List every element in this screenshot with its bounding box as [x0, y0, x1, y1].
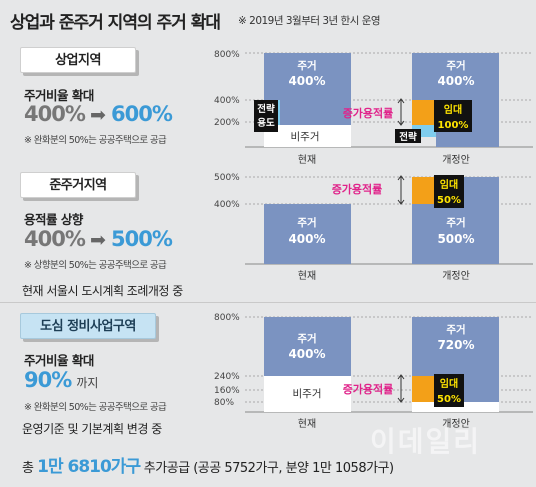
bar-label: 전략 [257, 103, 275, 115]
bar-label: 용도 [257, 118, 275, 129]
bar-label: 50% [437, 195, 461, 206]
y-tick-label: 80% [214, 398, 234, 408]
ratio-change-semi-residential: 400% ➡ 500% [24, 227, 173, 251]
category-label: 개정안 [442, 154, 470, 166]
increase-annotation: 증가용적률 [343, 382, 394, 396]
bar-label: 400% [288, 347, 325, 361]
category-label: 현재 [298, 418, 316, 430]
section-divider [0, 302, 536, 303]
bar-current-nonresidential [264, 376, 351, 412]
section-title-downtown: 주거비율 확대 [24, 353, 94, 368]
chart-downtown: 800% 240% 160% 80% 주거 400% 비주거 주거 720% 임… [214, 313, 533, 430]
category-label: 현재 [298, 154, 316, 166]
bar-proposed-residential [412, 204, 436, 264]
section-label-downtown: 도심 정비사업구역 [20, 313, 156, 339]
bar-label: 주거 [446, 216, 465, 229]
bar-proposed-rental [412, 376, 436, 402]
bar-label: 400% [288, 232, 325, 246]
chart-commercial: 800% 400% 200% 주거 400% 비주거 전략 용도 주거 400%… [214, 50, 533, 166]
y-tick-label: 500% [214, 173, 240, 183]
arrow-down-icon [397, 120, 405, 126]
page-subtitle: ※ 2019년 3월부터 3년 한시 운영 [238, 15, 381, 27]
increase-annotation: 증가용적률 [332, 182, 383, 196]
y-tick-label: 160% [214, 386, 240, 396]
ratio-from: 400% [24, 102, 86, 126]
bar-label: 주거 [446, 323, 465, 336]
watermark-logo: 이데일리 [370, 425, 482, 458]
bottom-summary: 총 1만 6810가구 추가공급 (공공 5752가구, 분양 1만 1058가… [22, 452, 394, 477]
category-label: 개정안 [442, 270, 470, 282]
right-arrow-icon: ➡ [89, 104, 106, 126]
bar-label: 50% [437, 394, 461, 405]
summary-suffix: 추가공급 (공공 5752가구, 분양 1만 1058가구) [143, 461, 394, 476]
y-tick-label: 240% [214, 372, 240, 382]
y-tick-label: 200% [214, 118, 240, 128]
ratio-value: 90% [24, 368, 72, 392]
bar-label: 주거 [297, 59, 316, 72]
bar-label: 400% [437, 74, 474, 88]
bar-label: 주거 [297, 332, 316, 345]
status-semi-residential: 현재 서울시 도시계획 조례개정 중 [22, 284, 183, 298]
status-downtown: 운영기준 및 기본계획 변경 중 [22, 422, 162, 436]
bar-current-residential [264, 53, 351, 100]
bar-label: 임대 [440, 377, 458, 390]
bar-proposed-rental [412, 100, 436, 125]
bar-current-residential [264, 317, 351, 376]
increase-annotation: 증가용적률 [343, 106, 394, 120]
bar-label: 임대 [444, 103, 462, 116]
section-title-commercial: 주거비율 확대 [24, 88, 94, 103]
summary-prefix: 총 [22, 461, 34, 476]
bar-label: 임대 [440, 178, 458, 191]
arrow-up-icon [397, 98, 405, 104]
ratio-from: 400% [24, 227, 86, 251]
note-downtown: ※ 완화분의 50%는 공공주택으로 공급 [24, 402, 167, 413]
bar-label: 주거 [446, 59, 465, 72]
bar-label: 400% [288, 74, 325, 88]
bar-current-residential [264, 204, 351, 264]
arrow-up-icon [397, 175, 405, 181]
page-title: 상업과 준주거 지역의 주거 확대 [10, 13, 221, 33]
section-title-semi-residential: 용적률 상향 [24, 212, 83, 227]
ratio-suffix: 까지 [76, 376, 99, 390]
bar-label: 비주거 [293, 388, 322, 400]
arrow-down-icon [397, 397, 405, 403]
note-commercial: ※ 완화분의 50%는 공공주택으로 공급 [24, 135, 167, 146]
y-tick-label: 400% [214, 96, 240, 106]
label-bg [434, 374, 464, 407]
label-bg [434, 175, 464, 208]
bar-label: 500% [437, 232, 474, 246]
bar-proposed-residential [412, 53, 499, 100]
note-semi-residential: ※ 상향분의 50%는 공공주택으로 공급 [24, 260, 167, 271]
bar-current-residential-lower [280, 100, 351, 125]
ratio-change-commercial: 400% ➡ 600% [24, 102, 173, 126]
summary-number: 1만 6810가구 [37, 457, 141, 477]
bar-label: 100% [438, 120, 469, 131]
section-label-semi-residential: 준주거지역 [20, 172, 136, 198]
right-arrow-icon: ➡ [89, 229, 106, 251]
ratio-downtown: 90% 까지 [24, 368, 98, 392]
label-bg [254, 100, 278, 132]
ratio-to: 600% [111, 102, 173, 126]
bar-label: 주거 [297, 216, 316, 229]
category-label: 현재 [298, 270, 316, 282]
bar-label: 720% [437, 338, 474, 352]
arrow-up-icon [397, 374, 405, 380]
ratio-to: 500% [111, 227, 173, 251]
y-tick-label: 800% [214, 50, 240, 60]
bar-current-nonresidential [264, 125, 351, 147]
y-tick-label: 400% [214, 200, 240, 210]
label-bg [395, 129, 421, 143]
y-tick-label: 800% [214, 313, 240, 323]
section-label-commercial: 상업지역 [20, 47, 136, 73]
category-label: 개정안 [442, 418, 470, 430]
label-bg [434, 100, 472, 132]
bar-label: 비주거 [291, 131, 320, 143]
bar-label: 전략 [399, 131, 417, 143]
arrow-down-icon [397, 199, 405, 205]
bar-proposed-rental [412, 177, 436, 204]
chart-semi-residential: 500% 400% 주거 400% 임대 50% 주거 500% 증가용적률 현… [214, 173, 533, 282]
